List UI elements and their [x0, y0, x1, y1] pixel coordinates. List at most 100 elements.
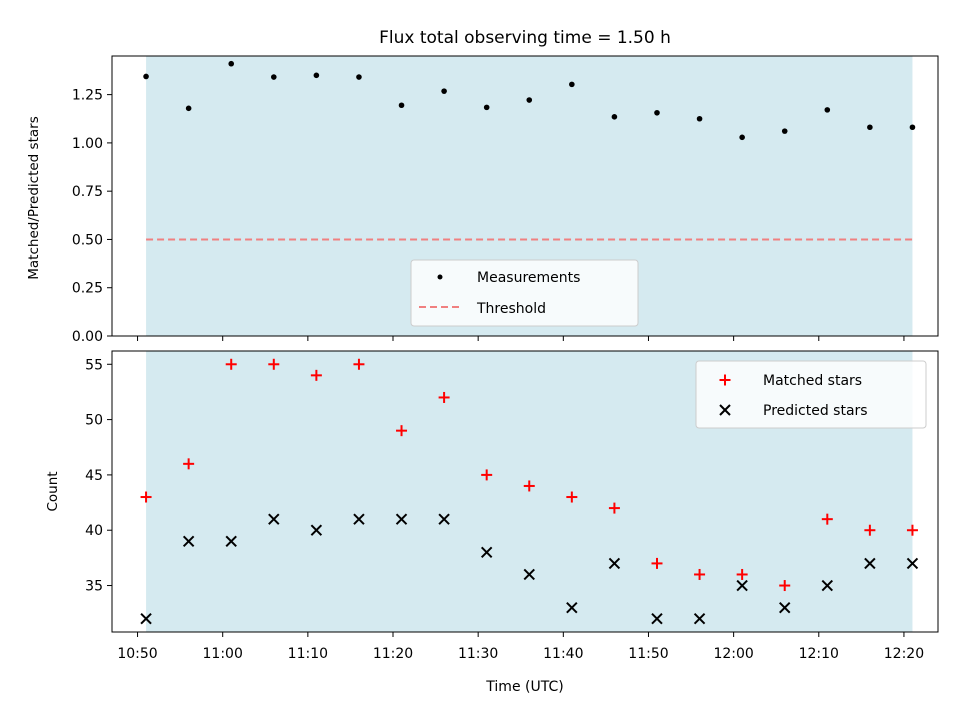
top-y-tick-label: 0.00	[72, 329, 103, 345]
matched-star-point	[608, 502, 620, 514]
predicted-star-point	[395, 513, 408, 525]
measurement-point	[867, 124, 873, 131]
measurement-point	[356, 74, 362, 80]
matched-star-point	[694, 568, 706, 580]
measurement-point	[781, 128, 788, 134]
matched-star-point	[183, 458, 195, 470]
top-y-tick-label: 1.25	[72, 88, 103, 104]
measurement-points	[143, 60, 916, 141]
top-legend: Measurements Threshold	[410, 259, 639, 327]
legend-marker-matched	[719, 374, 731, 386]
measurement-point	[739, 134, 745, 141]
top-axes-frame	[111, 55, 939, 337]
legend-x-glyph	[719, 404, 731, 416]
matched-star-point	[821, 513, 833, 525]
bottom-axis-ticks: 35 40 45 50 55 10:50 11:00 11:10 11:20 11:30 11:40…	[85, 357, 924, 662]
x-tick-label: 12:20	[884, 646, 924, 662]
measurement-point	[569, 81, 575, 88]
predicted-star-point	[608, 557, 621, 570]
predicted-star-point	[353, 513, 365, 525]
legend-label-predicted: Predicted stars	[763, 403, 868, 419]
top-y-tick-label: 1.00	[72, 136, 103, 152]
top-y-tick-label: 0.75	[72, 184, 103, 200]
measurement-point	[654, 109, 660, 116]
predicted-star-point	[693, 613, 706, 625]
matched-star-point	[353, 358, 365, 370]
bottom-y-tick-label: 45	[85, 468, 103, 484]
top-y-axis-label: Matched/Predicted stars	[26, 116, 42, 279]
measurement-point	[228, 60, 235, 67]
predicted-star-point	[480, 546, 493, 559]
predicted-star-point	[779, 601, 791, 614]
x-tick-label: 11:10	[288, 646, 328, 662]
measurement-point	[398, 102, 405, 109]
matched-star-point	[396, 425, 408, 437]
matched-star-point	[651, 557, 663, 569]
x-tick-label: 11:50	[628, 646, 668, 662]
measurement-point	[270, 74, 277, 80]
measurement-point	[483, 104, 490, 111]
matched-star-point	[140, 491, 152, 503]
x-tick-label: 11:30	[458, 646, 498, 662]
count-panel: 35 40 45 50 55 10:50 11:00 11:10 11:20 11:30 11:40…	[45, 350, 939, 695]
matched-star-point	[481, 469, 493, 481]
predicted-star-point	[651, 613, 663, 625]
bottom-y-tick-label: 50	[85, 413, 103, 429]
predicted-star-points	[140, 513, 919, 625]
measurement-point	[313, 72, 320, 79]
matched-star-point	[225, 358, 237, 370]
legend-label-matched: Matched stars	[763, 373, 862, 389]
x-tick-label: 11:20	[373, 646, 413, 662]
predicted-star-point	[864, 557, 876, 570]
matched-star-point	[438, 391, 450, 403]
legend-marker-predicted	[719, 404, 731, 416]
x-tick-label: 10:50	[117, 646, 157, 662]
matched-star-point	[566, 491, 578, 503]
matched-star-point	[864, 524, 876, 536]
predicted-star-point	[906, 557, 919, 570]
predicted-star-point	[225, 535, 237, 547]
top-legend-box	[410, 259, 639, 327]
bottom-y-tick-label: 35	[85, 579, 103, 595]
x-axis-label: Time (UTC)	[485, 679, 563, 695]
x-tick-label: 12:10	[799, 646, 839, 662]
predicted-star-point	[310, 524, 323, 536]
legend-plus-glyph	[719, 374, 731, 386]
matched-star-point	[523, 480, 535, 492]
chart-title: Flux total observing time = 1.50 h	[379, 28, 671, 48]
bottom-y-axis-label: Count	[45, 471, 61, 511]
ratio-panel: 0.00 0.25 0.50 0.75 1.00 1.25 Flux total obse…	[26, 28, 939, 345]
bottom-axes-frame	[111, 350, 939, 633]
matched-star-point	[779, 580, 791, 592]
bottom-y-tick-label: 40	[85, 523, 103, 539]
x-tick-label: 11:00	[203, 646, 243, 662]
bottom-legend-box	[695, 360, 927, 429]
matched-star-point	[906, 524, 918, 536]
predicted-star-point	[268, 513, 280, 525]
top-y-tick-label: 0.50	[72, 232, 103, 248]
predicted-star-point	[566, 601, 578, 614]
top-y-tick-label: 0.25	[72, 281, 103, 297]
predicted-star-point	[736, 579, 748, 592]
measurement-point	[526, 97, 533, 103]
measurement-point	[696, 115, 703, 122]
predicted-star-point	[523, 568, 535, 581]
predicted-star-point	[821, 579, 834, 592]
measurement-point	[824, 107, 831, 113]
matched-star-point	[736, 568, 748, 580]
legend-marker-measurements	[437, 274, 443, 280]
predicted-star-point	[438, 513, 450, 525]
measurement-point	[143, 73, 149, 80]
x-tick-label: 11:40	[543, 646, 583, 662]
predicted-star-point	[182, 535, 195, 547]
bottom-legend: Matched stars Predicted stars	[695, 360, 927, 429]
measurement-point	[441, 88, 447, 94]
matched-star-point	[310, 369, 322, 381]
predicted-star-point	[140, 613, 152, 625]
x-tick-label: 12:00	[713, 646, 753, 662]
measurement-point	[185, 105, 192, 112]
measurement-point	[909, 124, 916, 131]
top-axis-ticks: 0.00 0.25 0.50 0.75 1.00 1.25	[72, 88, 905, 345]
measurement-point	[611, 114, 618, 120]
